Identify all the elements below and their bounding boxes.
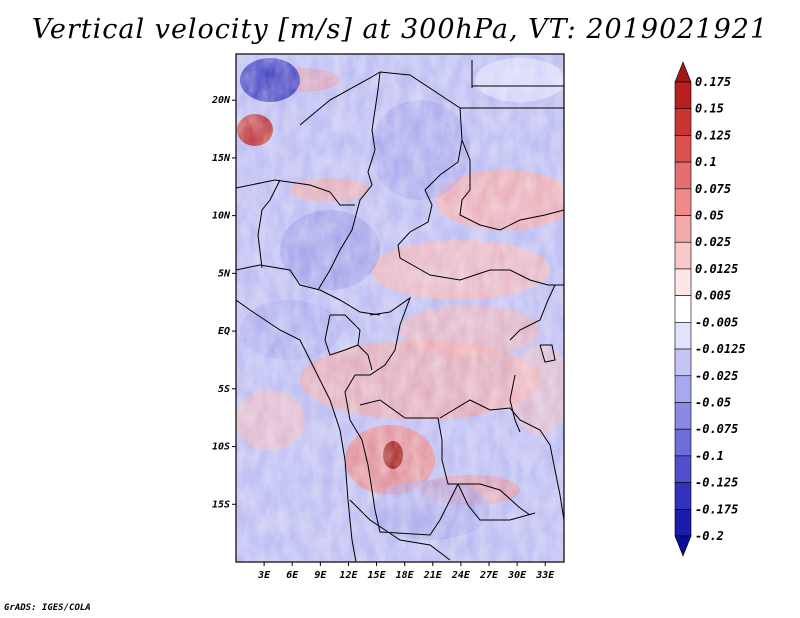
velocity-field: [236, 54, 564, 562]
colorbar-label: -0.0125: [695, 342, 746, 356]
grads-credit: GrADS: IGES/COLA: [4, 603, 91, 613]
x-tick-label: 12E: [339, 570, 358, 581]
y-tick-label: 10N: [212, 211, 231, 222]
colorbar-swatch: [674, 61, 692, 83]
x-tick-label: 21E: [423, 570, 443, 581]
y-tick-label: 5N: [218, 268, 231, 279]
country-borders: [236, 60, 564, 562]
colorbar-label: 0.1: [695, 155, 717, 169]
x-tick-label: 6E: [286, 570, 299, 581]
x-tick-label: 27E: [479, 570, 499, 581]
colorbar-swatch: [674, 535, 692, 557]
y-tick-label: 15S: [212, 499, 230, 510]
colorbar-label: 0.0125: [695, 262, 738, 276]
colorbar-swatch: [674, 455, 692, 483]
colorbar-swatch: [674, 375, 692, 403]
x-tick-label: 30E: [507, 570, 527, 581]
colorbar-swatch: [674, 215, 692, 243]
colorbar-label: 0.125: [695, 128, 731, 142]
x-axis-ticks: 3E 6E 9E 12E 15E 18E 21E 24E 27E 30E 33E: [257, 562, 555, 581]
colorbar-label: -0.005: [695, 315, 738, 329]
x-tick-label: 15E: [368, 570, 387, 581]
colorbar-swatch: [674, 402, 692, 430]
colorbar-swatch: [674, 295, 692, 323]
colorbar-label: 0.175: [695, 75, 731, 89]
colorbar-swatch: [674, 241, 692, 270]
colorbar-swatch: [674, 322, 692, 350]
colorbar-swatch: [674, 161, 692, 190]
colorbar-label: 0.005: [695, 289, 731, 303]
chart-title: Vertical velocity [m/s] at 300hPa, VT: 2…: [31, 14, 769, 45]
y-tick-label: 10S: [212, 442, 230, 453]
x-tick-label: 33E: [535, 570, 555, 581]
colorbar-label: -0.125: [695, 476, 738, 490]
y-axis-ticks: 20N 15N 10N 5N EQ 5S 10S 15S: [211, 95, 236, 510]
colorbar-swatch: [674, 508, 692, 537]
colorbar-swatch: [674, 135, 692, 163]
y-tick-label: 20N: [211, 95, 231, 106]
colorbar-swatch: [674, 482, 692, 510]
x-tick-label: 3E: [257, 570, 271, 581]
colorbar-label: -0.025: [695, 369, 738, 383]
x-tick-label: 24E: [451, 570, 471, 581]
y-tick-label: 5S: [218, 384, 230, 395]
colorbar-label: -0.075: [695, 422, 738, 436]
colorbar-label: 0.025: [695, 235, 731, 249]
colorbar: 0.175 0.15 0.125 0.1 0.075 0.05 0.025 0.0125 0.0…: [674, 61, 746, 557]
x-tick-label: 9E: [314, 570, 327, 581]
colorbar-swatch: [674, 188, 692, 216]
y-tick-label: EQ: [218, 326, 230, 337]
colorbar-swatch: [674, 108, 692, 136]
colorbar-label: -0.175: [695, 502, 738, 516]
colorbar-swatch: [674, 81, 692, 110]
y-tick-label: 15N: [212, 153, 231, 164]
colorbar-swatch: [674, 268, 692, 296]
colorbar-label: 0.075: [695, 182, 731, 196]
colorbar-swatch: [674, 348, 692, 377]
colorbar-label: -0.1: [695, 449, 724, 463]
colorbar-label: -0.2: [695, 529, 724, 543]
map-frame: [235, 53, 565, 563]
colorbar-swatch: [674, 428, 692, 457]
x-tick-label: 18E: [396, 570, 415, 581]
colorbar-label: 0.05: [695, 209, 724, 223]
colorbar-label: 0.15: [695, 102, 724, 116]
colorbar-label: -0.05: [695, 395, 731, 409]
